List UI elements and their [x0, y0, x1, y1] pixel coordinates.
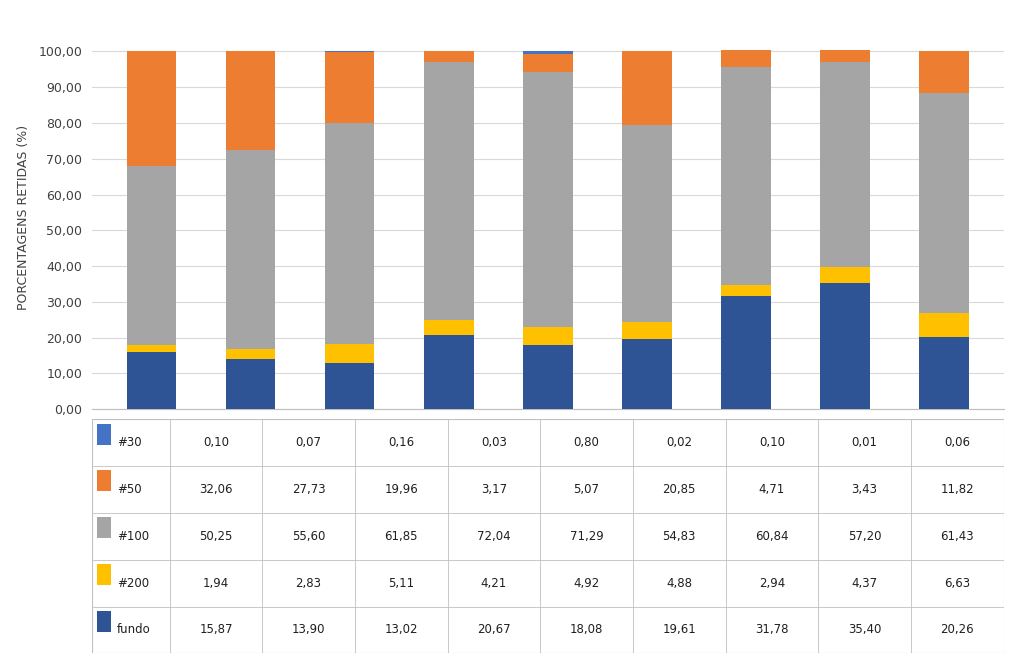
Text: 57,20: 57,20 — [848, 530, 882, 543]
Text: 19,61: 19,61 — [663, 624, 696, 636]
Bar — [721, 285, 771, 296]
FancyBboxPatch shape — [96, 471, 112, 492]
Bar — [820, 267, 869, 282]
Bar — [127, 345, 176, 352]
Bar — [920, 337, 969, 409]
Text: 0,01: 0,01 — [852, 436, 878, 449]
Text: 61,85: 61,85 — [385, 530, 418, 543]
Text: 35,40: 35,40 — [848, 624, 882, 636]
Bar — [424, 335, 473, 409]
Text: 0,16: 0,16 — [388, 436, 415, 449]
Text: #30: #30 — [117, 436, 141, 449]
Text: 3,43: 3,43 — [852, 483, 878, 496]
Bar — [424, 320, 473, 335]
Text: 13,90: 13,90 — [292, 624, 326, 636]
Text: 61,43: 61,43 — [940, 530, 974, 543]
FancyBboxPatch shape — [96, 564, 112, 585]
Text: 18,08: 18,08 — [570, 624, 603, 636]
Text: 4,21: 4,21 — [481, 577, 507, 589]
Text: 31,78: 31,78 — [755, 624, 788, 636]
Text: 4,71: 4,71 — [759, 483, 785, 496]
Text: 60,84: 60,84 — [755, 530, 788, 543]
Text: 2,94: 2,94 — [759, 577, 785, 589]
Text: 0,02: 0,02 — [667, 436, 692, 449]
Text: 4,88: 4,88 — [667, 577, 692, 589]
Text: 71,29: 71,29 — [569, 530, 603, 543]
Bar — [226, 360, 275, 409]
Text: 2,83: 2,83 — [296, 577, 322, 589]
Text: #100: #100 — [117, 530, 148, 543]
Bar — [721, 67, 771, 285]
Bar — [623, 51, 672, 125]
FancyBboxPatch shape — [96, 611, 112, 632]
FancyBboxPatch shape — [96, 424, 112, 445]
Text: 27,73: 27,73 — [292, 483, 326, 496]
FancyBboxPatch shape — [96, 517, 112, 539]
Bar — [325, 123, 375, 345]
Text: 32,06: 32,06 — [200, 483, 232, 496]
Text: 13,02: 13,02 — [385, 624, 418, 636]
Text: #50: #50 — [117, 483, 141, 496]
Bar — [623, 321, 672, 339]
Text: 11,82: 11,82 — [940, 483, 974, 496]
Bar — [920, 313, 969, 337]
Bar — [127, 166, 176, 345]
Text: 5,11: 5,11 — [388, 577, 415, 589]
Text: #200: #200 — [117, 577, 148, 589]
Text: 5,07: 5,07 — [573, 483, 600, 496]
Y-axis label: PORCENTAGENS RETIDAS (%): PORCENTAGENS RETIDAS (%) — [17, 125, 31, 310]
Bar — [623, 339, 672, 409]
Bar — [820, 50, 869, 62]
Bar — [623, 125, 672, 321]
Text: 1,94: 1,94 — [203, 577, 229, 589]
FancyBboxPatch shape — [92, 419, 1004, 653]
Bar — [226, 349, 275, 360]
Bar — [523, 345, 572, 409]
Bar — [920, 51, 969, 93]
Bar — [127, 352, 176, 409]
Text: 54,83: 54,83 — [663, 530, 696, 543]
Text: 4,92: 4,92 — [573, 577, 600, 589]
Text: 0,07: 0,07 — [296, 436, 322, 449]
Bar — [424, 51, 473, 63]
Text: 0,80: 0,80 — [573, 436, 599, 449]
Text: 0,03: 0,03 — [481, 436, 507, 449]
Bar — [325, 345, 375, 362]
Bar — [325, 51, 375, 123]
Bar — [424, 63, 473, 320]
Bar — [820, 62, 869, 267]
Text: 4,37: 4,37 — [852, 577, 878, 589]
Text: 0,10: 0,10 — [759, 436, 784, 449]
Bar — [721, 50, 771, 67]
Text: 15,87: 15,87 — [200, 624, 232, 636]
Text: 20,67: 20,67 — [477, 624, 511, 636]
Text: 19,96: 19,96 — [384, 483, 418, 496]
Bar — [920, 93, 969, 313]
Text: 72,04: 72,04 — [477, 530, 511, 543]
Text: 20,26: 20,26 — [940, 624, 974, 636]
Bar — [523, 72, 572, 327]
Bar — [325, 362, 375, 409]
Text: 0,10: 0,10 — [203, 436, 229, 449]
Text: 6,63: 6,63 — [944, 577, 971, 589]
Bar — [226, 150, 275, 349]
Text: fundo: fundo — [117, 624, 151, 636]
Bar — [226, 51, 275, 150]
Text: 0,06: 0,06 — [944, 436, 970, 449]
Bar — [523, 327, 572, 345]
Text: 20,85: 20,85 — [663, 483, 696, 496]
Bar — [127, 51, 176, 166]
Bar — [523, 53, 572, 72]
Bar — [523, 51, 572, 53]
Text: 3,17: 3,17 — [481, 483, 507, 496]
Bar — [721, 296, 771, 409]
Text: 55,60: 55,60 — [292, 530, 326, 543]
Text: 50,25: 50,25 — [200, 530, 232, 543]
Bar — [820, 282, 869, 409]
